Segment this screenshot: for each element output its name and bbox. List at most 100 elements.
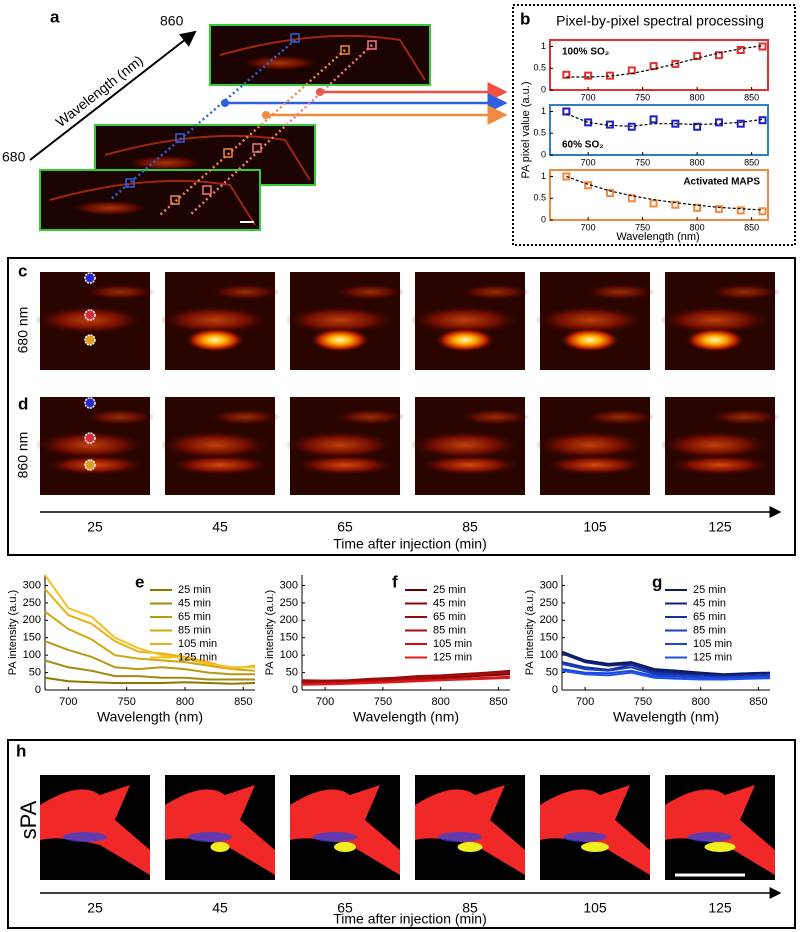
signal [125, 155, 205, 171]
x-tick-label: 800 [690, 92, 705, 102]
time-label: 105 [583, 519, 607, 535]
legend-label: 25 min [693, 584, 726, 596]
data-point [693, 52, 702, 61]
roi-marker [84, 432, 96, 444]
signal [660, 306, 770, 334]
data-point [758, 116, 767, 125]
signal [585, 409, 655, 425]
y-tick-label: 300 [280, 579, 298, 591]
data-point [649, 115, 658, 124]
x-tick-label: 850 [489, 696, 507, 708]
x-tick-label: 750 [117, 696, 135, 708]
y-tick-label: 0.5 [533, 128, 546, 138]
y-tick-label: 300 [23, 579, 41, 591]
series-line [561, 668, 771, 680]
data-point [671, 119, 680, 128]
series-line [566, 175, 763, 211]
deoxygenated-region [188, 832, 232, 842]
signal [410, 306, 520, 334]
series-line [566, 45, 763, 78]
y-tick-label: 250 [280, 597, 298, 609]
y-tick-label: 250 [540, 597, 558, 609]
x-axis-label: Wavelength (nm) [613, 709, 719, 725]
legend-label: 105 min [178, 638, 217, 650]
plot-frame [549, 169, 769, 221]
roi-box [223, 148, 233, 158]
y-tick-label: 100 [23, 649, 41, 661]
series-line [44, 676, 256, 685]
x-tick-label: 750 [374, 696, 392, 708]
probe-region [581, 842, 609, 852]
ultrasound-image [39, 169, 261, 231]
data-point [584, 71, 593, 80]
probe-region [704, 842, 736, 852]
y-tick-label: 0 [541, 214, 546, 224]
signal [535, 431, 645, 459]
data-point [562, 70, 571, 79]
time-label: 65 [337, 900, 353, 916]
image-grid: 25 45 65 85 105 125 [35, 272, 780, 535]
roi-box [175, 133, 185, 143]
tissue-edge [219, 34, 426, 81]
dotted-line [159, 49, 346, 216]
data-point [649, 199, 658, 208]
signal [85, 409, 155, 425]
y-tick-label: 0 [35, 684, 41, 696]
legend-label: 25 min [433, 584, 466, 596]
x-tick-label: 850 [744, 157, 759, 167]
legend-label: 125 min [433, 651, 472, 663]
legend-label: 25 min [178, 584, 211, 596]
roi-marker [84, 334, 96, 346]
data-point [736, 46, 745, 54]
panel-label: d [18, 394, 28, 413]
signal [710, 409, 780, 425]
x-axis-label: Time after injection (min) [333, 911, 487, 927]
data-point [758, 207, 767, 216]
panel-label: h [16, 741, 26, 760]
series-line [566, 113, 763, 127]
oxygenated-region [415, 785, 525, 875]
oxygenated-region [540, 785, 650, 875]
signal [420, 455, 520, 475]
legend-label: 105 min [433, 638, 472, 650]
x-tick-label: 700 [576, 696, 594, 708]
roi-box [290, 33, 300, 43]
dotted-line [109, 39, 296, 201]
panel-label: e [135, 572, 144, 591]
legend-label: 125 min [178, 651, 217, 663]
probe-region [210, 842, 230, 852]
x-tick-label: 800 [176, 696, 194, 708]
plot-frame [549, 39, 769, 91]
signal [460, 284, 530, 300]
roi-marker [84, 397, 96, 409]
x-tick-label: 800 [690, 222, 705, 232]
roi-marker [84, 309, 96, 321]
signal [585, 284, 655, 300]
data-point [671, 200, 680, 209]
data-point [671, 59, 680, 68]
x-axis-label: Wavelength (nm) [97, 709, 203, 725]
signal [710, 284, 780, 300]
legend-label: 85 min [178, 624, 211, 636]
panel-frame [512, 4, 796, 246]
series-line [301, 669, 511, 682]
y-tick-label: 1 [541, 41, 546, 51]
data-point [714, 205, 723, 214]
panel-label: f [392, 572, 398, 591]
x-tick-label: 750 [635, 222, 650, 232]
x-tick-label: 750 [634, 696, 652, 708]
x-tick-label: 700 [581, 92, 596, 102]
signal [460, 409, 530, 425]
axis-end-label: 860 [160, 13, 184, 29]
signal [410, 431, 520, 459]
roi-marker [84, 459, 96, 471]
panel-label: b [520, 9, 530, 28]
x-tick-label: 750 [635, 92, 650, 102]
oxygenated-region [665, 785, 775, 875]
hotspot [560, 328, 620, 352]
data-point [562, 172, 571, 181]
signal [335, 409, 405, 425]
data-point [605, 120, 614, 129]
series-line [301, 676, 511, 686]
